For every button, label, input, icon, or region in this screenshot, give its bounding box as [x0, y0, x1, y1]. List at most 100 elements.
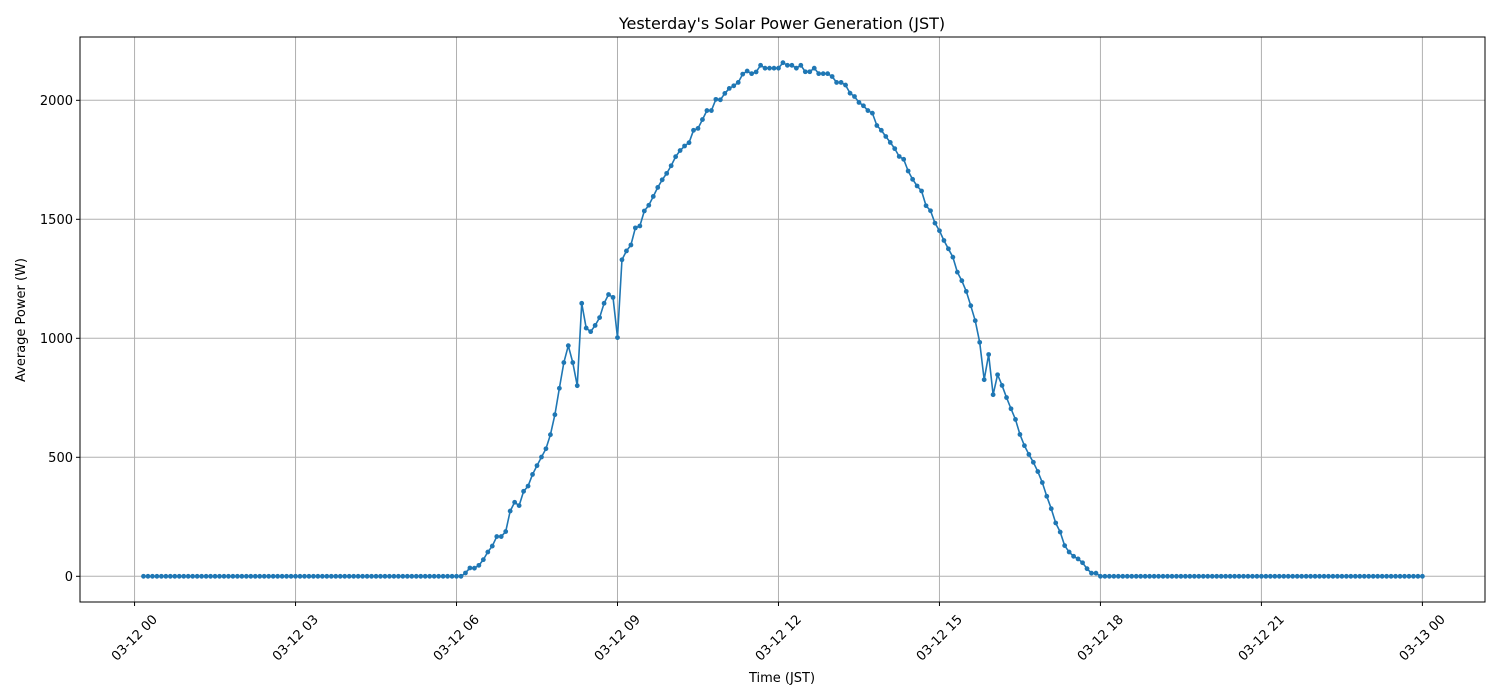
data-point: [315, 573, 321, 579]
data-point: [937, 228, 942, 234]
data-point: [1039, 480, 1045, 485]
data-point: [324, 573, 330, 579]
data-point: [637, 223, 643, 229]
data-point: [534, 463, 540, 469]
data-point: [212, 573, 218, 579]
data-point: [861, 103, 866, 109]
data-point: [717, 97, 723, 103]
data-point: [610, 294, 616, 300]
data-point: [360, 573, 366, 579]
data-point: [463, 570, 468, 576]
data-point: [1133, 573, 1139, 579]
data-point: [999, 383, 1005, 388]
data-point: [789, 62, 795, 68]
data-point: [150, 573, 155, 579]
data-point: [1218, 573, 1224, 579]
data-point: [990, 392, 996, 398]
data-point: [802, 69, 808, 75]
data-point: [968, 303, 974, 309]
data-point: [1165, 573, 1170, 579]
data-point: [1124, 573, 1130, 579]
data-point: [436, 573, 442, 579]
x-axis-label: Time (JST): [748, 671, 815, 686]
data-point: [780, 60, 786, 66]
y-axis: 0 500 1000 1500 2000: [40, 94, 80, 585]
data-point: [928, 208, 933, 214]
data-point: [811, 65, 817, 71]
data-point: [235, 573, 240, 579]
data-point: [619, 257, 625, 263]
data-point: [498, 534, 504, 539]
data-point: [373, 573, 379, 579]
data-point: [1303, 573, 1309, 579]
data-point: [606, 292, 611, 297]
data-point: [297, 573, 303, 579]
data-point: [776, 65, 781, 71]
data-point: [1026, 452, 1032, 457]
data-point: [261, 573, 267, 579]
data-point: [1236, 573, 1242, 579]
data-point: [1276, 573, 1282, 579]
data-point: [1120, 573, 1126, 579]
data-point: [1075, 556, 1081, 562]
data-point: [659, 177, 665, 183]
data-point: [293, 573, 298, 579]
data-point: [570, 360, 576, 365]
series-layer: [141, 60, 1425, 579]
data-point: [1182, 573, 1188, 579]
data-point: [574, 383, 580, 389]
data-point: [758, 62, 763, 68]
y-tick-label: 2000: [40, 94, 73, 109]
data-point: [404, 573, 410, 579]
data-point: [1370, 573, 1376, 579]
data-point: [1156, 573, 1161, 579]
data-point: [1142, 573, 1148, 579]
data-point: [239, 573, 245, 579]
data-point: [592, 323, 598, 328]
data-point: [266, 573, 272, 579]
data-point: [825, 71, 831, 77]
data-point: [1393, 573, 1398, 579]
data-point: [1312, 573, 1318, 579]
data-point: [1227, 573, 1233, 579]
data-point: [217, 573, 222, 579]
data-point: [167, 573, 173, 579]
data-point: [319, 573, 325, 579]
data-point: [1245, 573, 1251, 579]
data-point: [1361, 573, 1367, 579]
data-point: [959, 278, 965, 284]
data-point: [664, 170, 670, 176]
data-point: [691, 127, 696, 133]
data-point: [762, 65, 768, 71]
data-point: [400, 573, 406, 579]
data-point: [337, 573, 343, 579]
data-point: [1111, 573, 1117, 579]
data-point: [1102, 573, 1108, 579]
data-point: [391, 573, 397, 579]
data-point: [1223, 573, 1229, 579]
data-point: [767, 65, 772, 71]
data-point: [749, 71, 755, 77]
data-point: [1402, 573, 1407, 579]
data-point: [311, 573, 316, 579]
data-point: [1352, 573, 1358, 579]
data-point: [512, 499, 518, 505]
data-point: [1187, 573, 1193, 579]
data-point: [1013, 417, 1018, 422]
data-point: [641, 208, 647, 214]
data-point: [673, 154, 679, 160]
data-point: [449, 573, 455, 579]
data-point: [709, 108, 714, 113]
data-point: [552, 412, 558, 418]
data-point: [1299, 573, 1305, 579]
data-point: [1138, 573, 1144, 579]
data-point: [1196, 573, 1202, 579]
data-point: [986, 352, 992, 357]
data-point: [601, 300, 607, 306]
y-tick-label: 500: [48, 451, 73, 466]
data-point: [1415, 573, 1421, 579]
data-point: [1084, 566, 1090, 572]
data-point: [333, 573, 339, 579]
data-point: [1174, 573, 1179, 579]
